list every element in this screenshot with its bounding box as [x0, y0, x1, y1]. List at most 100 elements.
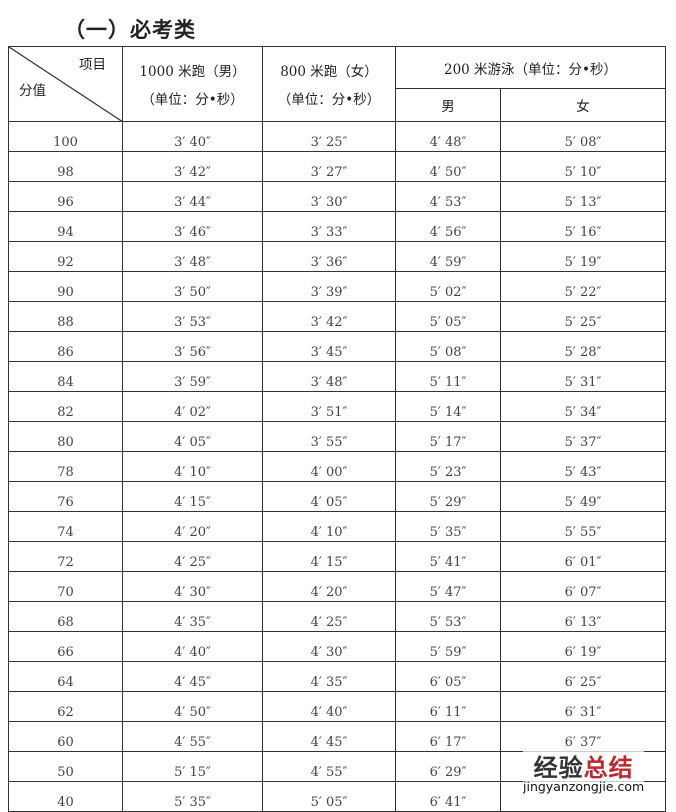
swim-female-cell: 5′ 22″	[500, 271, 666, 302]
swim-male-cell: 6′ 17″	[395, 721, 501, 752]
run-1000m-cell: 3′ 44″	[122, 181, 263, 212]
swim-male-cell: 5′ 41″	[395, 541, 501, 572]
swim-female-cell: 6′ 25″	[500, 661, 666, 692]
run-800m-cell: 4′ 35″	[262, 661, 396, 692]
swim-female-cell: 6′ 13″	[500, 601, 666, 632]
swim-male-cell: 6′ 05″	[395, 661, 501, 692]
table-row: 96 3′ 44″ 3′ 30″ 4′ 53″ 5′ 13″	[8, 181, 666, 212]
header-swim-female: 女	[500, 88, 666, 122]
run-800m-cell: 4′ 25″	[262, 601, 396, 632]
swim-female-cell: 5′ 55″	[500, 511, 666, 542]
swim-female-cell: 6′ 01″	[500, 541, 666, 572]
table-row: 64 4′ 45″ 4′ 35″ 6′ 05″ 6′ 25″	[8, 661, 666, 692]
score-cell: 72	[8, 541, 123, 572]
table-row: 76 4′ 15″ 4′ 05″ 5′ 29″ 5′ 49″	[8, 481, 666, 512]
run-1000m-cell: 3′ 40″	[122, 121, 263, 152]
swim-female-cell: 5′ 49″	[500, 481, 666, 512]
swim-female-cell: 5′ 31″	[500, 361, 666, 392]
run-800m-cell: 4′ 55″	[262, 751, 396, 782]
run-800m-cell: 3′ 42″	[262, 301, 396, 332]
score-cell: 50	[8, 751, 123, 782]
run-800m-cell: 3′ 27″	[262, 151, 396, 182]
score-cell: 98	[8, 151, 123, 182]
run-1000m-cell: 3′ 59″	[122, 361, 263, 392]
swim-male-cell: 4′ 53″	[395, 181, 501, 212]
swim-female-cell: 5′ 19″	[500, 241, 666, 272]
run-800m-cell: 3′ 25″	[262, 121, 396, 152]
run-1000m-cell: 4′ 30″	[122, 571, 263, 602]
table-row: 72 4′ 25″ 4′ 15″ 5′ 41″ 6′ 01″	[8, 541, 666, 572]
run-800m-cell: 3′ 48″	[262, 361, 396, 392]
table-row: 60 4′ 55″ 4′ 45″ 6′ 17″ 6′ 37″	[8, 721, 666, 752]
table-row: 94 3′ 46″ 3′ 33″ 4′ 56″ 5′ 16″	[8, 211, 666, 242]
swim-male-cell: 5′ 53″	[395, 601, 501, 632]
score-cell: 70	[8, 571, 123, 602]
run-800m-cell: 3′ 36″	[262, 241, 396, 272]
swim-male-cell: 5′ 11″	[395, 361, 501, 392]
run-800m-cell: 4′ 15″	[262, 541, 396, 572]
run-1000m-cell: 4′ 25″	[122, 541, 263, 572]
swim-male-cell: 5′ 23″	[395, 451, 501, 482]
run-1000m-cell: 4′ 15″	[122, 481, 263, 512]
run-1000m-cell: 4′ 50″	[122, 691, 263, 722]
table-row: 84 3′ 59″ 3′ 48″ 5′ 11″ 5′ 31″	[8, 361, 666, 392]
swim-male-cell: 5′ 47″	[395, 571, 501, 602]
swim-female-cell: 6′ 19″	[500, 631, 666, 662]
score-cell: 92	[8, 241, 123, 272]
header-200m-swim: 200 米游泳（单位：分•秒）	[395, 46, 666, 89]
watermark-logo: 经验总结 jingyanzongjie.com	[523, 748, 645, 794]
run-1000m-cell: 3′ 42″	[122, 151, 263, 182]
score-cell: 100	[8, 121, 123, 152]
swim-female-cell: 5′ 08″	[500, 121, 666, 152]
run-1000m-cell: 3′ 56″	[122, 331, 263, 362]
run-800m-cell: 3′ 51″	[262, 391, 396, 422]
score-cell: 74	[8, 511, 123, 542]
run-1000m-cell: 4′ 05″	[122, 421, 263, 452]
score-cell: 78	[8, 451, 123, 482]
score-cell: 86	[8, 331, 123, 362]
score-cell: 96	[8, 181, 123, 212]
run-1000m-cell: 3′ 50″	[122, 271, 263, 302]
table-row: 74 4′ 20″ 4′ 10″ 5′ 35″ 5′ 55″	[8, 511, 666, 542]
swim-male-cell: 4′ 59″	[395, 241, 501, 272]
swim-female-cell: 5′ 43″	[500, 451, 666, 482]
table-row: 86 3′ 56″ 3′ 45″ 5′ 08″ 5′ 28″	[8, 331, 666, 362]
score-cell: 84	[8, 361, 123, 392]
run-800m-cell: 4′ 05″	[262, 481, 396, 512]
swim-female-cell: 6′ 07″	[500, 571, 666, 602]
swim-male-cell: 5′ 02″	[395, 271, 501, 302]
swim-female-cell: 5′ 25″	[500, 301, 666, 332]
swim-male-cell: 5′ 14″	[395, 391, 501, 422]
score-cell: 88	[8, 301, 123, 332]
swim-female-cell: 6′ 31″	[500, 691, 666, 722]
swim-male-cell: 4′ 48″	[395, 121, 501, 152]
swim-female-cell: 5′ 28″	[500, 331, 666, 362]
run-1000m-cell: 4′ 40″	[122, 631, 263, 662]
table-row: 78 4′ 10″ 4′ 00″ 5′ 23″ 5′ 43″	[8, 451, 666, 482]
table-row: 98 3′ 42″ 3′ 27″ 4′ 50″ 5′ 10″	[8, 151, 666, 182]
header-800m: 800 米跑（女） （单位：分•秒）	[262, 46, 396, 122]
table-row: 82 4′ 02″ 3′ 51″ 5′ 14″ 5′ 34″	[8, 391, 666, 422]
section-title: （一）必考类	[64, 17, 196, 42]
score-cell: 82	[8, 391, 123, 422]
score-cell: 62	[8, 691, 123, 722]
score-cell: 64	[8, 661, 123, 692]
score-cell: 94	[8, 211, 123, 242]
swim-female-cell: 5′ 13″	[500, 181, 666, 212]
table-row: 62 4′ 50″ 4′ 40″ 6′ 11″ 6′ 31″	[8, 691, 666, 722]
run-800m-cell: 4′ 30″	[262, 631, 396, 662]
run-1000m-cell: 4′ 35″	[122, 601, 263, 632]
run-800m-cell: 4′ 40″	[262, 691, 396, 722]
table-row: 92 3′ 48″ 3′ 36″ 4′ 59″ 5′ 19″	[8, 241, 666, 272]
run-1000m-cell: 4′ 02″	[122, 391, 263, 422]
table-row: 100 3′ 40″ 3′ 25″ 4′ 48″ 5′ 08″	[8, 121, 666, 152]
run-1000m-cell: 3′ 53″	[122, 301, 263, 332]
run-1000m-cell: 4′ 45″	[122, 661, 263, 692]
swim-male-cell: 5′ 05″	[395, 301, 501, 332]
score-label: 分值	[19, 83, 46, 99]
table-row: 90 3′ 50″ 3′ 39″ 5′ 02″ 5′ 22″	[8, 271, 666, 302]
header-1000m: 1000 米跑（男） （单位：分•秒）	[122, 46, 263, 122]
score-cell: 60	[8, 721, 123, 752]
run-800m-cell: 3′ 33″	[262, 211, 396, 242]
score-cell: 66	[8, 631, 123, 662]
